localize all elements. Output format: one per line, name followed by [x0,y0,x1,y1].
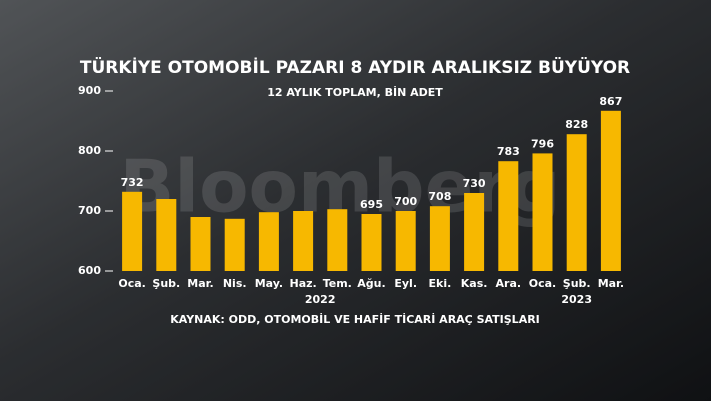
y-tick-label: 700 [78,204,101,217]
source: KAYNAK: ODD, OTOMOBİL VE HAFİF TİCARİ AR… [170,312,540,326]
value-label: 708 [428,190,451,203]
y-tick-label: 600 [78,264,101,277]
bar [566,134,587,271]
x-tick-label: Ara. [496,277,522,290]
x-tick-label: Kas. [461,277,488,290]
x-tick-label: May. [255,277,283,290]
value-label: 730 [463,177,486,190]
y-tick-label: 800 [78,144,101,157]
value-label: 867 [599,95,622,108]
x-tick-label: Eyl. [394,277,417,290]
x-tick-label: Eki. [429,277,452,290]
x-tick-label: Mar. [598,277,624,290]
value-label: 828 [565,118,588,131]
bar [395,211,416,271]
bar [361,214,382,271]
bar [532,153,553,271]
bar [498,161,519,271]
x-tick-label: Ağu. [357,277,385,290]
bar [190,217,211,271]
y-tick-label: 900 [78,84,101,97]
bar [327,209,348,271]
bar [464,193,485,271]
bar [429,206,450,271]
bar [122,191,143,271]
x-tick-label: Mar. [187,277,213,290]
x-tick-label: Tem. [323,277,352,290]
value-label: 695 [360,198,383,211]
x-tick-label: Haz. [289,277,316,290]
x-tick-label: Nis. [223,277,247,290]
chart-subtitle: 12 AYLIK TOPLAM, BİN ADET [267,85,443,99]
group-label: 2022 [305,293,336,306]
bar [224,218,245,271]
bar [600,110,621,271]
x-tick-label: Şub. [563,277,591,290]
group-label: 2023 [561,293,592,306]
value-label: 732 [121,176,144,189]
x-tick-label: Oca. [529,277,556,290]
x-tick-label: Oca. [118,277,145,290]
x-tick-label: Şub. [152,277,180,290]
value-label: 796 [531,137,554,150]
bar [293,211,314,271]
value-label: 700 [394,195,417,208]
chart-title: TÜRKİYE OTOMOBİL PAZARI 8 AYDIR ARALIKSI… [80,56,630,78]
bar [156,199,177,271]
value-label: 783 [497,145,520,158]
bar [258,212,279,271]
